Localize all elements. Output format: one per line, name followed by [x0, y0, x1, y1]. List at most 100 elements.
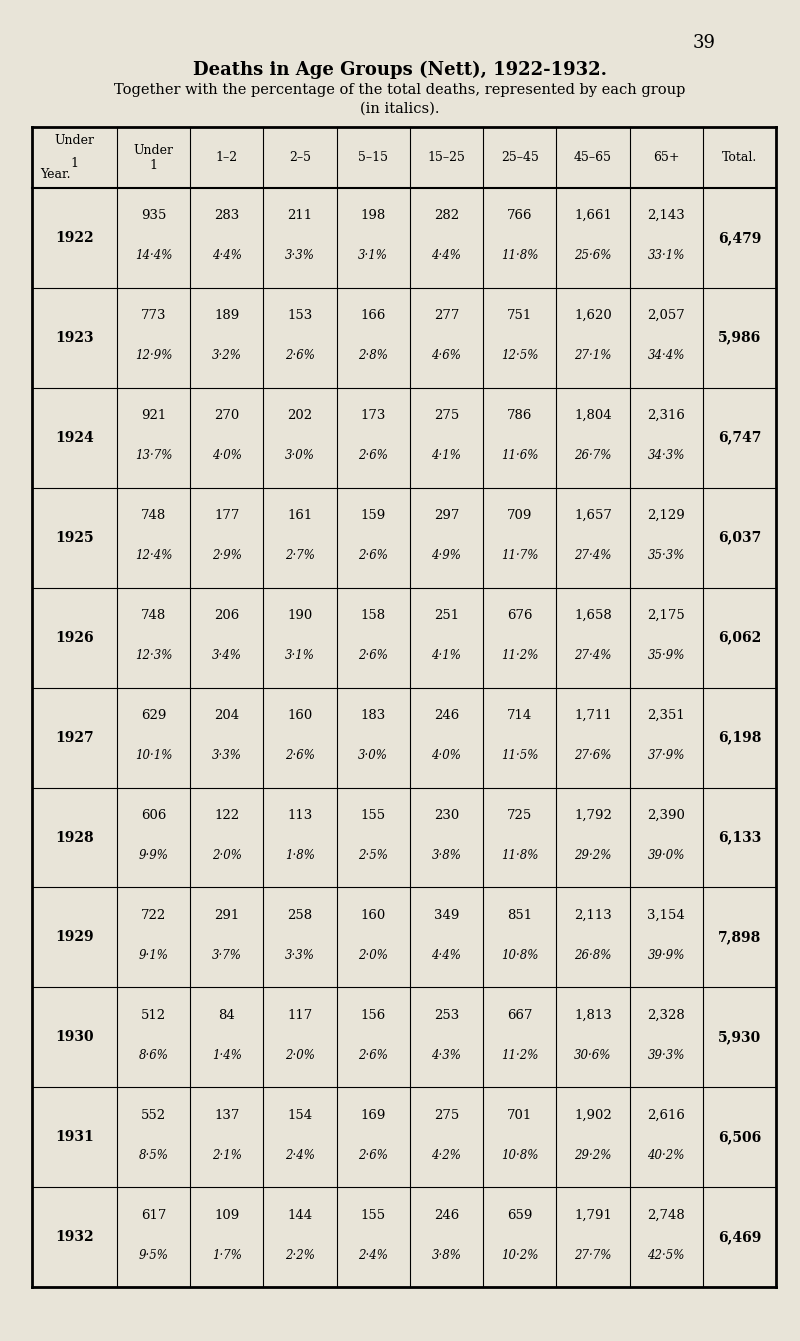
Text: 3·3%: 3·3% — [285, 949, 315, 961]
Text: 1,620: 1,620 — [574, 310, 612, 322]
Text: 198: 198 — [361, 209, 386, 223]
Text: 12·4%: 12·4% — [134, 548, 172, 562]
Text: 11·7%: 11·7% — [501, 548, 538, 562]
Text: 190: 190 — [287, 609, 313, 622]
Text: 6,198: 6,198 — [718, 731, 761, 744]
Text: 2,113: 2,113 — [574, 909, 612, 923]
Text: Under
1: Under 1 — [134, 143, 174, 172]
Text: 277: 277 — [434, 310, 459, 322]
Text: 275: 275 — [434, 1109, 459, 1122]
Text: 1,711: 1,711 — [574, 709, 612, 721]
Text: 714: 714 — [507, 709, 532, 721]
Text: 204: 204 — [214, 709, 239, 721]
Text: 27·1%: 27·1% — [574, 349, 611, 362]
Text: 552: 552 — [141, 1109, 166, 1122]
Text: 27·4%: 27·4% — [574, 548, 611, 562]
Text: 3·8%: 3·8% — [431, 849, 462, 862]
Text: 2,129: 2,129 — [647, 510, 685, 522]
Text: Deaths in Age Groups (Nett), 1922-1932.: Deaths in Age Groups (Nett), 1922-1932. — [193, 60, 607, 79]
Text: 1925: 1925 — [55, 531, 94, 544]
Text: 921: 921 — [141, 409, 166, 422]
Text: 12·3%: 12·3% — [134, 649, 172, 662]
Text: 26·8%: 26·8% — [574, 949, 611, 961]
Text: 1922: 1922 — [55, 231, 94, 244]
Text: 11·2%: 11·2% — [501, 1049, 538, 1062]
Text: 4·3%: 4·3% — [431, 1049, 462, 1062]
Text: 725: 725 — [507, 809, 532, 822]
Text: 45–65: 45–65 — [574, 152, 612, 164]
Text: 27·7%: 27·7% — [574, 1248, 611, 1262]
Text: 39: 39 — [693, 34, 715, 51]
Text: 4·1%: 4·1% — [431, 649, 462, 662]
Text: 5,930: 5,930 — [718, 1030, 761, 1045]
Text: 709: 709 — [507, 510, 532, 522]
Text: 766: 766 — [507, 209, 533, 223]
Text: 9·9%: 9·9% — [138, 849, 169, 862]
Text: 629: 629 — [141, 709, 166, 721]
Text: 297: 297 — [434, 510, 459, 522]
Text: 1924: 1924 — [55, 430, 94, 445]
Text: 3·3%: 3·3% — [212, 750, 242, 762]
Text: 25–45: 25–45 — [501, 152, 538, 164]
Text: 144: 144 — [287, 1208, 313, 1222]
Text: 1,813: 1,813 — [574, 1008, 612, 1022]
Text: 2·0%: 2·0% — [285, 1049, 315, 1062]
Text: Under: Under — [54, 134, 94, 148]
Text: 2,748: 2,748 — [647, 1208, 685, 1222]
Text: 1929: 1929 — [55, 931, 94, 944]
Text: 1930: 1930 — [55, 1030, 94, 1045]
Text: 10·8%: 10·8% — [501, 1149, 538, 1161]
Text: 9·5%: 9·5% — [138, 1248, 169, 1262]
Text: 6,469: 6,469 — [718, 1231, 761, 1244]
Text: 1,804: 1,804 — [574, 409, 612, 422]
Text: 2·2%: 2·2% — [285, 1248, 315, 1262]
Text: 14·4%: 14·4% — [134, 249, 172, 263]
Text: 5–15: 5–15 — [358, 152, 388, 164]
Text: 6,133: 6,133 — [718, 830, 761, 845]
Text: 3,154: 3,154 — [647, 909, 685, 923]
Text: 2,616: 2,616 — [647, 1109, 685, 1122]
Text: 2·1%: 2·1% — [212, 1149, 242, 1161]
Text: 10·1%: 10·1% — [134, 750, 172, 762]
Text: 161: 161 — [287, 510, 313, 522]
Text: 258: 258 — [287, 909, 313, 923]
Text: 113: 113 — [287, 809, 313, 822]
Text: 4·2%: 4·2% — [431, 1149, 462, 1161]
Text: Total.: Total. — [722, 152, 757, 164]
Text: 39·0%: 39·0% — [647, 849, 685, 862]
Text: 1–2: 1–2 — [216, 152, 238, 164]
Text: 3·8%: 3·8% — [431, 1248, 462, 1262]
Text: 6,506: 6,506 — [718, 1130, 761, 1144]
Text: 2,390: 2,390 — [647, 809, 685, 822]
Text: 84: 84 — [218, 1008, 235, 1022]
Text: 169: 169 — [361, 1109, 386, 1122]
Text: 211: 211 — [287, 209, 313, 223]
Text: 29·2%: 29·2% — [574, 1149, 611, 1161]
Text: 1926: 1926 — [55, 630, 94, 645]
Text: 4·0%: 4·0% — [431, 750, 462, 762]
Text: 701: 701 — [507, 1109, 532, 1122]
Text: 33·1%: 33·1% — [647, 249, 685, 263]
Text: 29·2%: 29·2% — [574, 849, 611, 862]
Text: 1923: 1923 — [55, 331, 94, 345]
Text: 9·1%: 9·1% — [138, 949, 169, 961]
Text: 349: 349 — [434, 909, 459, 923]
Text: 37·9%: 37·9% — [647, 750, 685, 762]
Text: 10·2%: 10·2% — [501, 1248, 538, 1262]
Text: 27·6%: 27·6% — [574, 750, 611, 762]
Text: 2·0%: 2·0% — [358, 949, 388, 961]
Text: 2,143: 2,143 — [647, 209, 685, 223]
Text: 39·9%: 39·9% — [647, 949, 685, 961]
Text: 2·6%: 2·6% — [358, 1049, 388, 1062]
Text: 2,057: 2,057 — [647, 310, 685, 322]
Text: Together with the percentage of the total deaths, represented by each group: Together with the percentage of the tota… — [114, 83, 686, 97]
Text: 11·5%: 11·5% — [501, 750, 538, 762]
Text: 291: 291 — [214, 909, 239, 923]
Text: 30·6%: 30·6% — [574, 1049, 611, 1062]
Text: 8·6%: 8·6% — [138, 1049, 169, 1062]
Text: 39·3%: 39·3% — [647, 1049, 685, 1062]
Text: 6,479: 6,479 — [718, 231, 761, 244]
Text: 3·3%: 3·3% — [285, 249, 315, 263]
Text: 2–5: 2–5 — [289, 152, 311, 164]
Text: 2·7%: 2·7% — [285, 548, 315, 562]
